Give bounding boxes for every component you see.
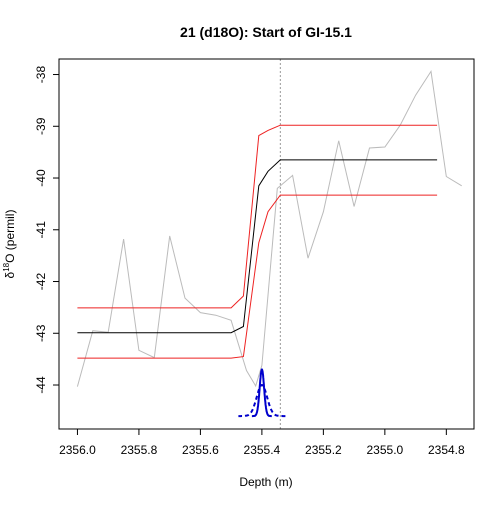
y-tick-label: -43	[34, 324, 48, 342]
y-tick-label: -42	[34, 273, 48, 291]
series-upper-bound	[77, 124, 438, 309]
y-axis-label-sup: 18	[2, 262, 11, 271]
x-tick-label: 2355.8	[121, 443, 158, 457]
x-tick-label: 2355.0	[367, 443, 404, 457]
x-axis: 2356.0 2355.8 2355.6 2355.4 2355.2 2355.0 2354…	[59, 429, 465, 457]
y-tick-label: -40	[34, 169, 48, 187]
series-ramp-fit	[77, 159, 438, 334]
y-tick-label: -41	[34, 221, 48, 239]
y-axis: -38 -39 -40 -41 -42 -43 -44	[34, 66, 59, 394]
density-dashed	[238, 383, 286, 418]
plot-area	[76, 59, 462, 429]
chart-title: 21 (d18O): Start of GI-15.1	[180, 24, 352, 40]
y-tick-label: -44	[34, 376, 48, 394]
x-tick-label: 2354.8	[428, 443, 465, 457]
density-solid	[251, 368, 272, 418]
plot-frame	[58, 58, 475, 430]
y-tick-label: -38	[34, 66, 48, 84]
y-tick-label: -39	[34, 117, 48, 135]
x-axis-label: Depth (m)	[239, 475, 292, 489]
x-tick-label: 2355.2	[305, 443, 342, 457]
y-axis-label-rest: O (permil)	[3, 210, 17, 263]
y-axis-label: δ18O (permil)	[2, 210, 17, 279]
x-tick-label: 2355.4	[244, 443, 281, 457]
series-lower-bound	[77, 194, 438, 359]
y-axis-label-delta: δ	[3, 271, 17, 278]
x-tick-label: 2355.6	[182, 443, 219, 457]
x-tick-label: 2356.0	[59, 443, 96, 457]
series-raw	[76, 70, 462, 388]
